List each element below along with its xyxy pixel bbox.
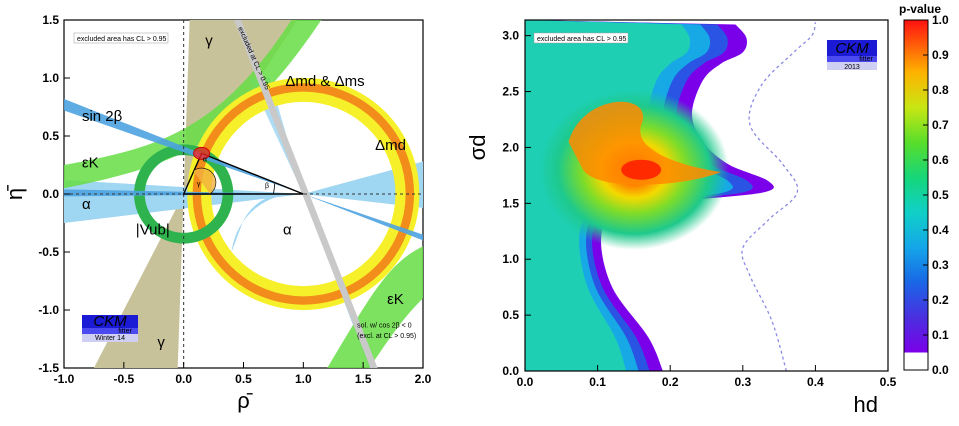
y-axis-label: η̄: [2, 185, 27, 200]
ckmfitter-logo-subtext: fitter: [118, 328, 132, 335]
x-axis-label: hd: [854, 392, 878, 417]
y-tick-label: 1.0: [42, 71, 59, 85]
right-plot-area: [525, 20, 817, 371]
y-axis-label: σd: [465, 135, 490, 161]
ckmfitter-logo-season: Winter 14: [95, 335, 125, 342]
gamma-angle-arc: [193, 167, 217, 195]
ckmfitter-logo-year: 2013: [844, 64, 860, 71]
excluded-note: excluded area has CL > 0.95: [77, 36, 167, 43]
unitarity-triangle: [182, 152, 304, 195]
alpha-band-right: [303, 161, 423, 208]
alpha-label-left: α: [82, 196, 91, 213]
colorbar-tick-label: 0.4: [932, 223, 949, 237]
epsilonK-label-left: εK: [82, 154, 99, 171]
y-tick-label: 1.5: [502, 196, 519, 210]
x-tick-label: 1.5: [355, 372, 372, 386]
colorbar-tick-label: 0.8: [932, 83, 949, 97]
y-tick-label: 3.0: [502, 29, 519, 43]
colorbar-tick-label: 0.1: [932, 328, 949, 342]
y-tick-label: -1.0: [38, 303, 59, 317]
ckmfitter-logo-season-box: [82, 334, 138, 342]
y-tick-label: 0.5: [42, 129, 59, 143]
excluded-note-box: [533, 32, 629, 44]
alpha-band-upper-ray: [249, 78, 304, 194]
epsilonK-label-right: εK: [387, 291, 404, 308]
x-tick-label: -1.0: [54, 372, 75, 386]
alpha-label-mid: α: [283, 222, 292, 239]
ckmfitter-logo-year-box: [827, 62, 877, 70]
excluded-note: excluded area has CL > 0.95: [537, 36, 627, 43]
vub-label: |Vub|: [136, 222, 170, 239]
colorbar-tick-label: 0.9: [932, 48, 949, 62]
colorbar-tick-label: 0.2: [932, 293, 949, 307]
footnote-line1: sol. w/ cos 2β < 0: [357, 322, 412, 329]
y-tick-label: 0.0: [502, 364, 519, 378]
x-tick-label: 0.0: [517, 375, 534, 389]
contour-0-8: [568, 101, 722, 185]
colorbar-tick-label: 0.7: [932, 118, 949, 132]
colorbar-title: p-value: [899, 2, 941, 16]
colorbar-tick-label: 0.6: [932, 153, 949, 167]
sin2beta-band-right: [303, 194, 423, 241]
y-tick-label: -1.5: [38, 361, 59, 375]
ckm-constraints-panel: -1.0 -0.5 0.0 0.5 1.0 1.5 2.0-1.5-1.0-0.50.00.…: [2, 13, 432, 413]
triangle-beta-label: β: [265, 183, 269, 190]
y-tick-label: 1.0: [502, 252, 519, 266]
dmd-label: Δmd: [375, 137, 406, 154]
footnote-line2: (excl. at CL > 0.95): [357, 333, 416, 340]
colorbar-tick-label: 1.0: [932, 13, 949, 27]
triangle-gamma-label: γ: [197, 181, 201, 188]
excluded-note-box: [73, 32, 169, 44]
y-tick-label: -0.5: [38, 245, 59, 259]
x-tick-label: 0.5: [880, 375, 897, 389]
ckmfitter-logo-text: CKM: [835, 40, 869, 57]
x-tick-label: 2.0: [415, 372, 432, 386]
gamma-label-top: γ: [205, 33, 213, 50]
triangle-alpha-label: α: [203, 157, 207, 164]
gamma-label-bottom: γ: [157, 334, 165, 351]
sin2beta-label: sin 2β: [82, 108, 123, 125]
y-tick-label: 0.5: [502, 308, 519, 322]
contour-0-95: [621, 159, 662, 180]
ckmfitter-logo-subtext: fitter: [859, 56, 873, 63]
y-tick-label: 2.0: [502, 140, 519, 154]
y-tick-label: 2.5: [502, 85, 519, 99]
x-tick-label: 0.2: [662, 375, 679, 389]
ckmfitter-logo-top: [82, 315, 138, 328]
ckmfitter-logo-text: CKM: [93, 313, 127, 330]
x-tick-label: 0.4: [807, 375, 824, 389]
beta-angle-arc: [273, 183, 276, 195]
dashed-contour: [741, 22, 817, 371]
apex-region: [193, 146, 211, 160]
x-tick-label: 0.0: [175, 372, 192, 386]
ckmfitter-logo-sub: [82, 328, 138, 334]
colorbar-tick-label: 0.0: [932, 363, 949, 377]
x-axis-label: ρ̄: [237, 388, 253, 413]
dmd-dms-label: Δmd & Δms: [285, 73, 364, 90]
x-tick-label: -0.5: [113, 372, 134, 386]
colorbar-tick-label: 0.5: [932, 188, 949, 202]
colorbar-tick-label: 0.3: [932, 258, 949, 272]
ckmfitter-logo-top: [827, 40, 877, 56]
x-tick-label: 0.1: [589, 375, 606, 389]
epsilonK-band-lower: [327, 246, 423, 368]
right-plot-frame: [524, 19, 889, 372]
x-tick-label: 1.0: [295, 372, 312, 386]
x-tick-label: 0.3: [734, 375, 751, 389]
y-tick-label: 0.0: [42, 187, 59, 201]
x-tick-label: 0.5: [235, 372, 252, 386]
y-tick-label: 1.5: [42, 13, 59, 27]
hd-sigma-panel: 0.0 0.1 0.2 0.3 0.4 0.5 0.0 0.5 1.0 1.5 2.0 2.5 3.0 h…: [465, 2, 949, 417]
ckmfitter-logo-sub: [827, 56, 877, 62]
epsilonK-band-upper: [64, 20, 322, 189]
